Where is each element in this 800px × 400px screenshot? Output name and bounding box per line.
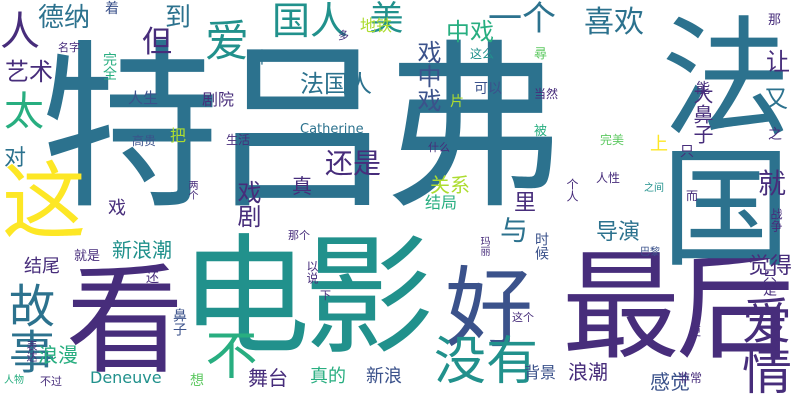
word: 就是 bbox=[74, 249, 101, 264]
word: 而 bbox=[686, 189, 699, 203]
word: 两个 bbox=[186, 180, 197, 200]
word: 但 bbox=[142, 25, 172, 60]
word: 法国人 bbox=[300, 70, 372, 98]
word: 还是 bbox=[325, 147, 382, 180]
word: 人 bbox=[0, 9, 40, 55]
word: 就 bbox=[758, 167, 787, 200]
word: 非常 bbox=[678, 371, 703, 385]
word: 好 bbox=[445, 257, 534, 360]
word: 爱情 bbox=[734, 295, 792, 395]
word: 浪潮 bbox=[568, 360, 608, 384]
word: 对 bbox=[4, 146, 27, 171]
word: 电影 bbox=[180, 221, 434, 373]
word: 可以 bbox=[474, 81, 502, 97]
word: 地铁 bbox=[360, 16, 393, 35]
word: Catherine bbox=[300, 122, 364, 137]
word: 真 bbox=[292, 174, 312, 198]
word: 鼻子 bbox=[171, 308, 187, 336]
word: 被 bbox=[534, 124, 548, 139]
word: 又 bbox=[764, 85, 788, 113]
word: 片 bbox=[450, 94, 464, 110]
word: 艺术 bbox=[5, 58, 53, 86]
word: 与 bbox=[500, 214, 529, 247]
word: 戏中戏 bbox=[413, 40, 441, 112]
word: 这 bbox=[2, 153, 87, 251]
word: 时候 bbox=[533, 232, 549, 260]
word: 故事 bbox=[2, 282, 56, 374]
word: 特吕弗 bbox=[40, 25, 564, 234]
word: 一个 bbox=[488, 0, 556, 39]
word: 之 bbox=[768, 127, 782, 143]
word: 下 bbox=[320, 289, 331, 302]
word: 生活 bbox=[226, 133, 251, 147]
word: 只 bbox=[680, 144, 694, 160]
word: 能 bbox=[696, 81, 710, 97]
word: 不过 bbox=[40, 375, 62, 388]
word: 那个 bbox=[288, 229, 310, 242]
word: 感觉 bbox=[650, 370, 690, 394]
word: Deneuve bbox=[90, 368, 162, 387]
word: 巴黎 bbox=[640, 247, 660, 258]
word: 个人 bbox=[565, 178, 579, 202]
word: 剧院 bbox=[202, 90, 235, 109]
word: 最后 bbox=[562, 238, 794, 376]
word: 德纳 bbox=[38, 3, 91, 33]
word: 没有 bbox=[434, 332, 539, 392]
word: 戏 bbox=[108, 198, 126, 219]
word: 觉得 bbox=[748, 254, 793, 279]
word: 那 bbox=[768, 13, 782, 28]
word: 看 bbox=[66, 252, 185, 390]
word: 戏剧 bbox=[233, 180, 261, 228]
word: 中 bbox=[254, 48, 271, 67]
word: 太 bbox=[4, 89, 44, 135]
word: 把 bbox=[170, 126, 187, 145]
word: 多 bbox=[338, 29, 349, 42]
word: 爱 bbox=[205, 16, 249, 67]
word: 尋 bbox=[534, 47, 548, 62]
word: 法国 bbox=[639, 10, 791, 270]
word: 这个 bbox=[512, 311, 534, 324]
word: 只是 bbox=[761, 268, 777, 296]
word: 关系 bbox=[430, 173, 470, 197]
word: 导演 bbox=[596, 220, 641, 245]
word: 名字 bbox=[58, 41, 80, 54]
word: 之间 bbox=[644, 183, 664, 194]
word: 完全 bbox=[101, 52, 117, 80]
word: 人物 bbox=[4, 375, 24, 386]
word: 表达 bbox=[25, 340, 38, 362]
word: 中戏 bbox=[446, 18, 494, 46]
word: 什么 bbox=[428, 141, 450, 154]
word: 以说 bbox=[305, 260, 319, 284]
word: 不 bbox=[196, 328, 256, 380]
word: 大鼻子 bbox=[690, 84, 714, 144]
word: 到 bbox=[165, 3, 192, 33]
word: 里 bbox=[514, 191, 537, 216]
word: 想 bbox=[190, 373, 204, 389]
word: 国人 bbox=[272, 0, 349, 43]
word: 这么 bbox=[470, 47, 495, 61]
word: 高贵 bbox=[132, 134, 157, 148]
word: 舞台 bbox=[248, 366, 288, 390]
word: 更 bbox=[690, 325, 701, 338]
word: 完美 bbox=[600, 133, 625, 147]
word: 战争 bbox=[769, 208, 783, 232]
word: 让 bbox=[766, 48, 790, 76]
word: 喜欢 bbox=[584, 5, 644, 40]
word: 当然 bbox=[534, 87, 559, 101]
word: 上 bbox=[650, 134, 668, 155]
word: 着 bbox=[105, 1, 119, 17]
word: 美 bbox=[363, 0, 403, 34]
word: 结尾 bbox=[24, 256, 60, 277]
word: 人生 bbox=[128, 89, 159, 107]
word: 还 bbox=[146, 271, 160, 286]
word: 结局 bbox=[425, 193, 458, 212]
word: 背景 bbox=[524, 363, 557, 382]
word: 人性 bbox=[596, 171, 621, 185]
word: 浪漫 bbox=[38, 343, 78, 367]
word: 真的 bbox=[310, 366, 346, 387]
word: 新浪 bbox=[366, 366, 402, 387]
word: 新浪潮 bbox=[112, 238, 172, 262]
word: 玛丽 bbox=[478, 236, 489, 256]
